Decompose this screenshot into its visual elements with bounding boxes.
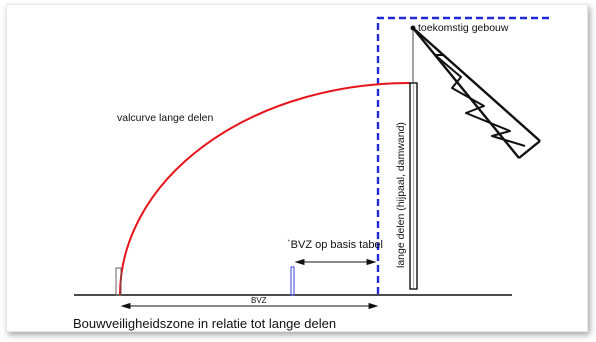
bvz-label: BVZ [251, 296, 267, 305]
bvz-dimension [120, 302, 379, 310]
crane-boom [412, 27, 541, 159]
fall-curve-label: valcurve lange delen [117, 112, 213, 124]
long-parts-label: lange delen (hijpaal, damwand) [395, 122, 407, 268]
curve-start-marker [115, 267, 122, 296]
bvz-table-marker [290, 266, 295, 296]
diagram-caption: Bouwveiligheidszone in relatie tot lange… [73, 316, 337, 331]
crane-tip [410, 25, 416, 31]
future-building-label: toekomstig gebouw [418, 22, 509, 34]
bvz-table-dimension [294, 258, 377, 266]
diagram-frame [6, 4, 588, 332]
future-building-outline [376, 16, 552, 294]
fall-curve [119, 82, 411, 296]
bvz-table-label: `BVZ op basis tabel [287, 239, 383, 251]
